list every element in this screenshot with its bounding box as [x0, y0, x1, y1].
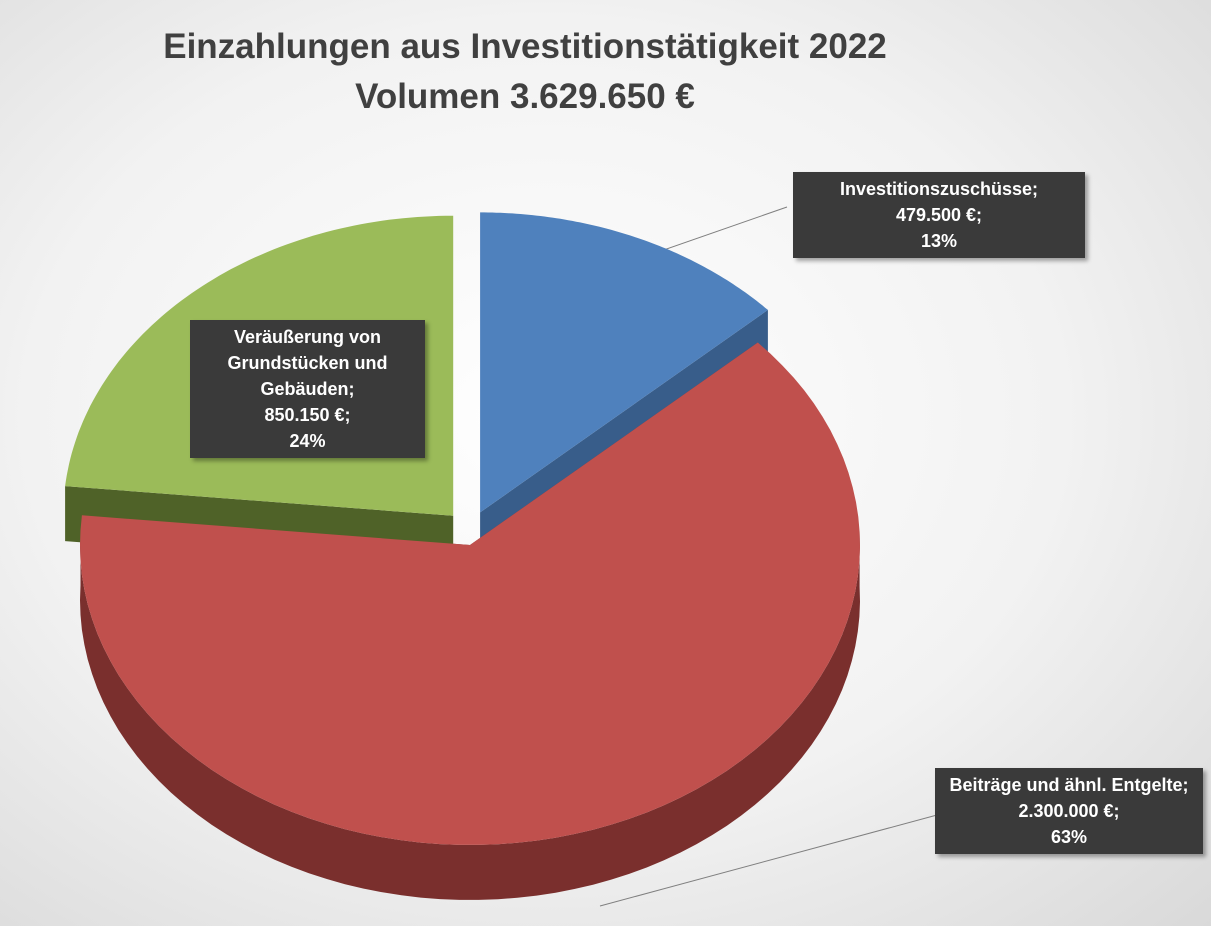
label-category: Investitionszuschüsse	[839, 179, 1033, 199]
data-label: Veräußerung von Grundstücken und Gebäude…	[190, 320, 425, 458]
label-percent: 24%	[289, 431, 326, 451]
label-percent: 13%	[920, 231, 958, 251]
label-value: 479.500 €	[895, 205, 977, 225]
label-category: Beiträge und ähnl. Entgelte	[949, 775, 1183, 795]
pie-slice	[480, 212, 768, 513]
chart-title: Einzahlungen aus Investitionstätigkeit 2…	[163, 27, 887, 66]
data-label: Investitionszuschüsse; 479.500 €; 13%	[793, 172, 1085, 258]
label-separator: ;	[348, 379, 355, 399]
label-category: Veräußerung von Grundstücken und Gebäude…	[227, 327, 388, 399]
leader-line	[599, 814, 938, 907]
label-separator: ;	[1182, 775, 1189, 795]
data-label: Beiträge und ähnl. Entgelte; 2.300.000 €…	[935, 768, 1203, 854]
label-separator: ;	[344, 405, 351, 425]
label-percent: 63%	[1050, 827, 1088, 847]
pie-side	[80, 530, 860, 900]
label-separator: ;	[1113, 801, 1120, 821]
pie-slice	[80, 342, 860, 845]
chart-title: Volumen 3.629.650 €	[355, 77, 695, 116]
label-value: 850.150 €	[264, 405, 345, 425]
label-separator: ;	[1032, 179, 1039, 199]
label-value: 2.300.000 €	[1018, 801, 1114, 821]
label-separator: ;	[976, 205, 983, 225]
